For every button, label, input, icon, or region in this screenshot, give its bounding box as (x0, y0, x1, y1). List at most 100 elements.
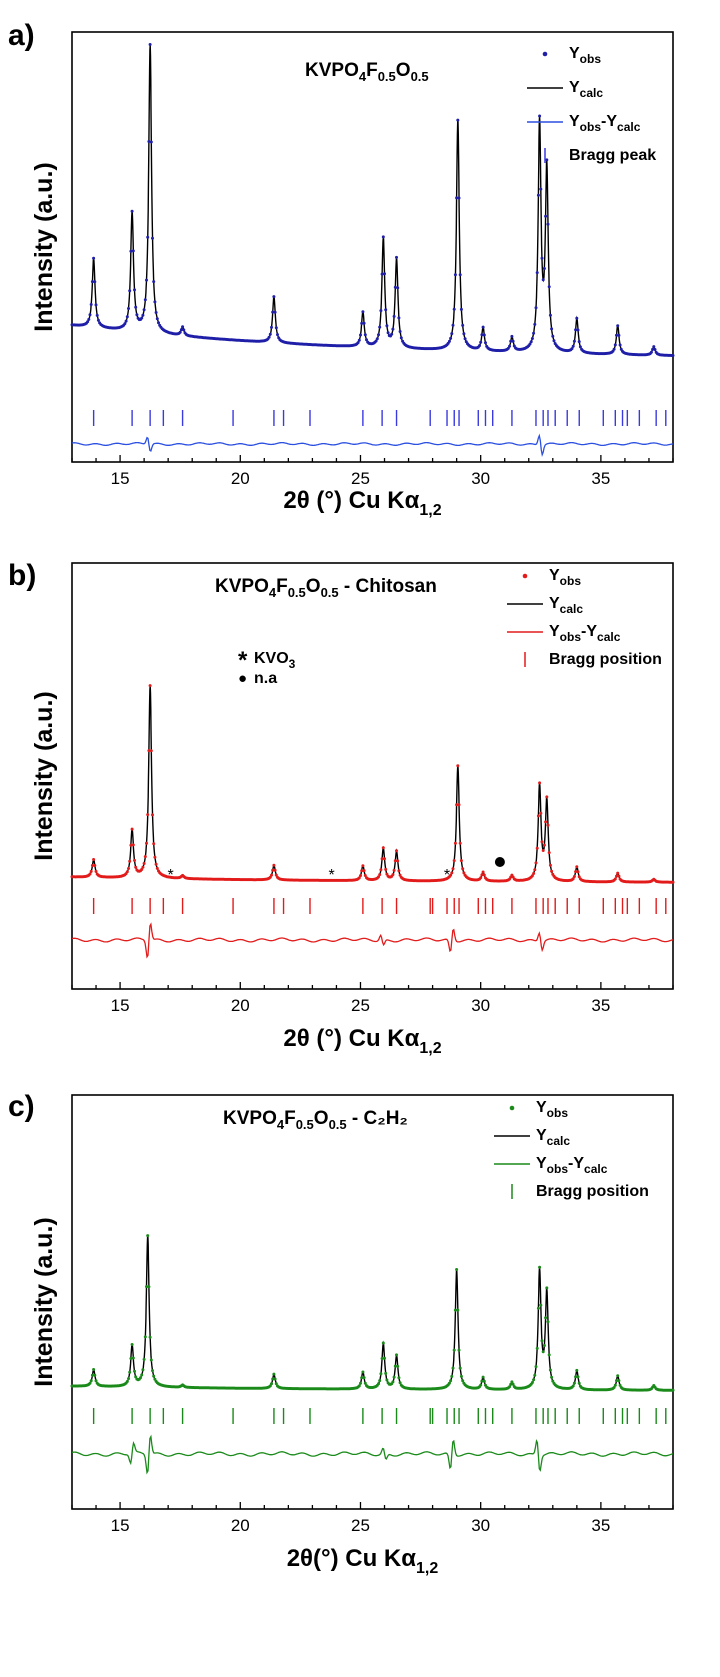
observed-point (124, 319, 128, 323)
chart-title: KVPO4F0.5O0.5 (305, 60, 429, 84)
observed-point (142, 862, 146, 865)
observed-point (529, 340, 533, 344)
observed-point (391, 327, 395, 331)
observed-point (509, 1382, 513, 1386)
observed-point (88, 872, 92, 876)
observed-point (652, 345, 656, 349)
x-tick-label: 30 (471, 996, 490, 1015)
observed-point (459, 1374, 463, 1378)
observed-point (576, 870, 580, 874)
observed-point (539, 187, 543, 191)
observed-point (392, 1375, 396, 1379)
observed-point (146, 813, 150, 817)
observed-point (671, 354, 675, 357)
panel-a: a) Intensity (a.u.) 15 20 25 30 35 2θ (°) Cu Kα… (8, 19, 675, 519)
calc-line (72, 685, 673, 883)
x-tick-label: 15 (111, 1516, 130, 1535)
observed-point (572, 875, 576, 878)
observed-point (360, 321, 364, 325)
observed-point (381, 1341, 385, 1345)
observed-point (148, 1335, 152, 1339)
observed-point (544, 214, 548, 218)
observed-point (272, 295, 276, 299)
observed-point (399, 336, 403, 340)
observed-point (615, 333, 618, 337)
observed-point (141, 313, 145, 317)
observed-point (392, 314, 396, 318)
observed-point (88, 313, 92, 317)
observed-point (653, 348, 657, 351)
observed-point (125, 870, 129, 874)
observed-point (574, 328, 578, 332)
observed-point (616, 871, 620, 875)
observed-point (480, 873, 484, 877)
observed-point (179, 328, 183, 332)
observed-points (70, 43, 675, 357)
observed-point (380, 857, 384, 861)
observed-point (533, 322, 537, 326)
observed-point (142, 1357, 146, 1361)
observed-point (458, 1366, 462, 1370)
observed-point (545, 1286, 549, 1290)
observed-point (479, 876, 483, 880)
observed-point (94, 1379, 98, 1383)
observed-point (271, 868, 275, 872)
observed-point (129, 249, 133, 253)
observed-point (457, 1348, 461, 1352)
x-tick-label: 15 (111, 996, 130, 1015)
observed-point (544, 1316, 548, 1320)
observed-point (147, 140, 151, 143)
y-axis-label: Intensity (a.u.) (30, 162, 58, 331)
observed-point (271, 1377, 275, 1381)
observed-point (375, 337, 379, 341)
observed-point (90, 864, 94, 867)
observed-point (577, 340, 581, 344)
observed-point (142, 308, 146, 312)
observed-point (276, 333, 279, 337)
observed-point (479, 1383, 483, 1387)
observed-point (361, 864, 365, 868)
observed-point (384, 1371, 388, 1375)
observed-point (359, 874, 362, 878)
observed-point (141, 1368, 145, 1372)
legend-label: Yobs-Ycalc (536, 1155, 608, 1176)
difference-line (71, 922, 674, 959)
observed-point (511, 339, 515, 343)
observed-point (536, 814, 540, 818)
observed-point (378, 1379, 382, 1383)
bragg-markers (92, 410, 667, 426)
legend-label: Bragg position (549, 651, 662, 668)
observed-point (480, 1379, 484, 1383)
observed-point (93, 1373, 97, 1377)
legend-symbol-dot (542, 51, 548, 57)
observed-point (538, 1265, 542, 1269)
observed-point (455, 803, 459, 807)
observed-point (572, 1381, 576, 1385)
y-axis-label: Intensity (a.u.) (30, 691, 58, 860)
observed-point (128, 859, 132, 863)
observed-point (463, 337, 467, 341)
observed-point (542, 843, 546, 847)
observed-point (181, 325, 185, 329)
observed-point (390, 332, 394, 336)
observed-point (274, 873, 278, 877)
observed-point (613, 877, 617, 881)
observed-point (133, 288, 136, 292)
observed-point (457, 196, 461, 200)
observed-point (274, 1382, 278, 1386)
observed-point (541, 849, 545, 852)
observed-point (459, 307, 463, 311)
observed-point (510, 1380, 514, 1384)
observed-point (93, 280, 97, 284)
observed-point (533, 868, 537, 872)
observed-point (130, 827, 134, 831)
observed-point (92, 256, 96, 260)
observed-point (365, 338, 368, 342)
legend-label: Ycalc (549, 595, 583, 616)
observed-point (87, 317, 91, 321)
observed-point (273, 1377, 277, 1381)
observed-point (574, 870, 578, 874)
observed-point (575, 865, 579, 869)
observed-point (140, 1373, 144, 1377)
observed-point (386, 331, 390, 335)
